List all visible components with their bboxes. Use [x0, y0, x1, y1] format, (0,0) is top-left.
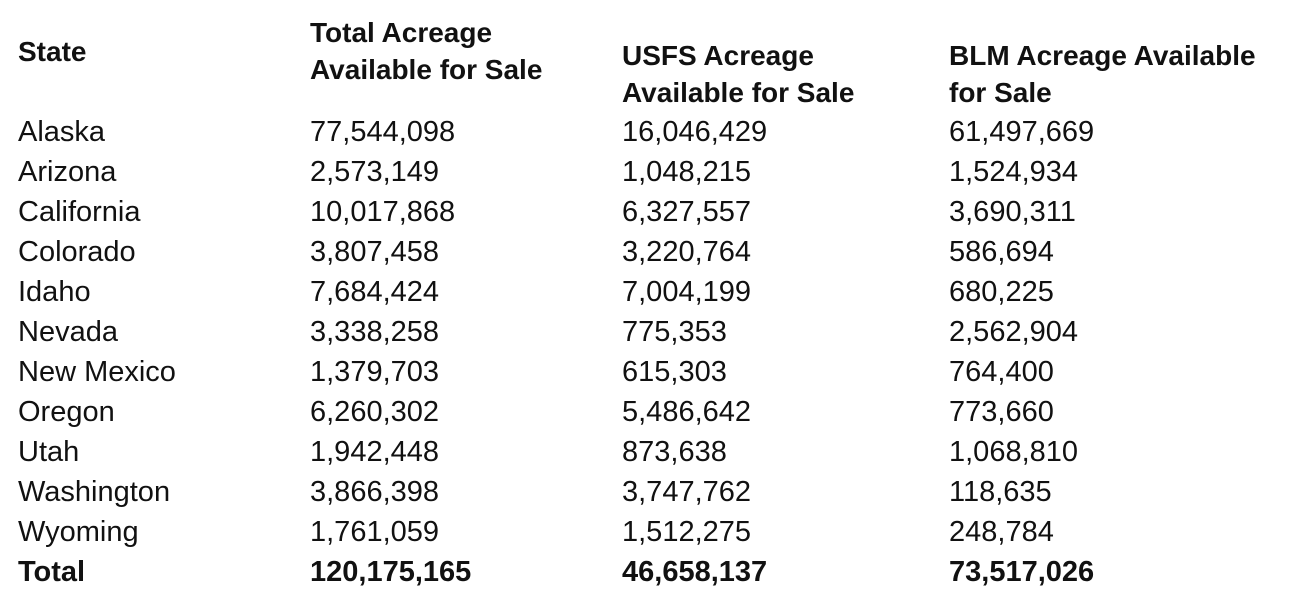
cell-total: 10,017,868	[310, 196, 456, 228]
cell-blm: 1,524,934	[949, 156, 1079, 188]
header-blm-line-2: for Sale	[949, 77, 1052, 108]
cell-total: 77,544,098	[310, 116, 456, 148]
cell-usfs: 775,353	[622, 316, 727, 348]
header-total-acreage: Total Acreage Available for Sale	[310, 14, 542, 88]
cell-usfs: 7,004,199	[622, 276, 752, 308]
cell-usfs: 3,747,762	[622, 476, 752, 508]
cell-state: California	[18, 196, 141, 228]
cell-total: 3,866,398	[310, 476, 440, 508]
table-row: Oregon 6,260,302 5,486,642 773,660	[0, 392, 1314, 432]
cell-state: New Mexico	[18, 356, 176, 388]
header-state: State	[18, 36, 87, 67]
cell-usfs: 3,220,764	[622, 236, 752, 268]
cell-state: Arizona	[18, 156, 117, 188]
header-total-line-2: Available for Sale	[310, 54, 543, 85]
header-usfs-line-2: Available for Sale	[622, 77, 855, 108]
cell-blm: 3,690,311	[949, 196, 1076, 228]
cell-usfs-total: 46,658,137	[622, 556, 768, 588]
cell-blm: 61,497,669	[949, 116, 1095, 148]
table-row: Idaho 7,684,424 7,004,199 680,225	[0, 272, 1314, 312]
cell-total: 3,807,458	[310, 236, 440, 268]
cell-blm: 680,225	[949, 276, 1054, 308]
cell-total: 6,260,302	[310, 396, 440, 428]
cell-usfs: 6,327,557	[622, 196, 752, 228]
cell-total: 7,684,424	[310, 276, 440, 308]
cell-state: Utah	[18, 436, 80, 468]
table-row: Colorado 3,807,458 3,220,764 586,694	[0, 232, 1314, 272]
cell-blm: 248,784	[949, 516, 1054, 548]
total-row: Total 120,175,165 46,658,137 73,517,026	[0, 552, 1314, 592]
cell-state: Idaho	[18, 276, 91, 308]
cell-total: 2,573,149	[310, 156, 440, 188]
cell-usfs: 16,046,429	[622, 116, 768, 148]
header-blm-acreage: BLM Acreage Available for Sale	[949, 37, 1256, 111]
cell-blm: 586,694	[949, 236, 1054, 268]
cell-state: Nevada	[18, 316, 118, 348]
table-row: Washington 3,866,398 3,747,762 118,635	[0, 472, 1314, 512]
cell-total-total: 120,175,165	[310, 556, 472, 588]
cell-state: Colorado	[18, 236, 136, 268]
table-row: California 10,017,868 6,327,557 3,690,31…	[0, 192, 1314, 232]
cell-blm: 773,660	[949, 396, 1054, 428]
cell-blm: 1,068,810	[949, 436, 1079, 468]
cell-blm: 2,562,904	[949, 316, 1079, 348]
header-total-line-1: Total Acreage	[310, 17, 493, 48]
cell-blm: 118,635	[949, 476, 1052, 508]
cell-state: Washington	[18, 476, 171, 508]
cell-total: 3,338,258	[310, 316, 440, 348]
cell-usfs: 873,638	[622, 436, 727, 468]
header-blm-line-1: BLM Acreage Available	[949, 40, 1256, 71]
table-row: Alaska 77,544,098 16,046,429 61,497,669	[0, 112, 1314, 152]
cell-usfs: 1,048,215	[622, 156, 752, 188]
cell-usfs: 615,303	[622, 356, 727, 388]
cell-usfs: 5,486,642	[622, 396, 752, 428]
cell-state: Wyoming	[18, 516, 139, 548]
cell-blm-total: 73,517,026	[949, 556, 1095, 588]
cell-state-total: Total	[18, 556, 86, 588]
header-usfs-line-1: USFS Acreage	[622, 40, 814, 71]
table-body: Alaska 77,544,098 16,046,429 61,497,669 …	[0, 112, 1314, 592]
table-row: New Mexico 1,379,703 615,303 764,400	[0, 352, 1314, 392]
table-row: Utah 1,942,448 873,638 1,068,810	[0, 432, 1314, 472]
cell-usfs: 1,512,275	[622, 516, 752, 548]
table-row: Nevada 3,338,258 775,353 2,562,904	[0, 312, 1314, 352]
table-row: Wyoming 1,761,059 1,512,275 248,784	[0, 512, 1314, 552]
cell-blm: 764,400	[949, 356, 1054, 388]
cell-state: Oregon	[18, 396, 115, 428]
cell-total: 1,942,448	[310, 436, 440, 468]
table-row: Arizona 2,573,149 1,048,215 1,524,934	[0, 152, 1314, 192]
cell-state: Alaska	[18, 116, 106, 148]
cell-total: 1,761,059	[310, 516, 440, 548]
cell-total: 1,379,703	[310, 356, 440, 388]
header-usfs-acreage: USFS Acreage Available for Sale	[622, 37, 854, 111]
